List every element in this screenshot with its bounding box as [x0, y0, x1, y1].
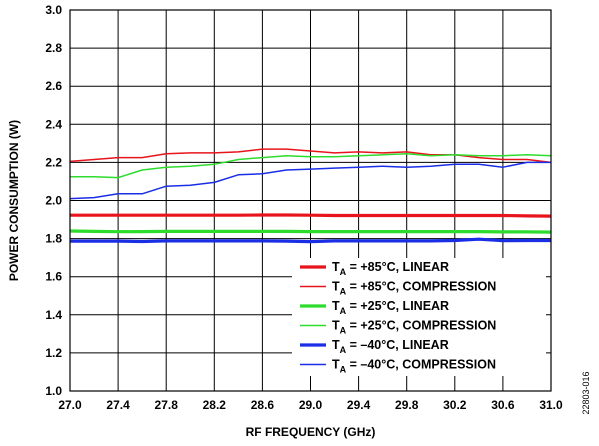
y-tick-label: 2.4 — [45, 117, 62, 131]
legend: TA = +85°C, LINEAR TA = +85°C, COMPRESSIO… — [292, 258, 546, 376]
series-layer — [69, 148, 552, 244]
y-tick-label: 2.0 — [45, 194, 62, 208]
plot-frame — [69, 9, 552, 392]
legend-label-2: TA = +25°C, LINEAR — [332, 299, 449, 316]
series-line-5 — [69, 161, 551, 200]
x-tick-label: 27.8 — [155, 398, 179, 412]
x-tick-label: 29.4 — [347, 398, 371, 412]
series-line-3 — [70, 153, 552, 179]
x-tick-label: 30.2 — [443, 398, 467, 412]
x-tick-label: 31.0 — [539, 398, 563, 412]
x-tick-label: 28.6 — [251, 398, 275, 412]
y-tick-label: 3.0 — [45, 3, 62, 17]
y-tick-label: 1.4 — [45, 308, 62, 322]
series-line-1 — [69, 148, 552, 164]
legend-label-1: TA = +85°C, COMPRESSION — [332, 280, 496, 297]
x-tick-label: 29.0 — [299, 398, 323, 412]
y-tick-label: 1.8 — [45, 232, 62, 246]
y-tick-label: 1.6 — [45, 270, 62, 284]
x-tick-label: 28.2 — [203, 398, 227, 412]
legend-background — [292, 258, 546, 376]
x-tick-label: 29.8 — [395, 398, 419, 412]
y-axis-title: POWER CONSUMPTION (W) — [7, 120, 21, 281]
y-tick-labels: 1.0 1.2 1.4 1.6 1.8 2.0 2.2 2.4 2.6 2.8 3.0 — [45, 3, 62, 398]
y-tick-label: 1.2 — [45, 346, 62, 360]
series-line-0 — [70, 213, 552, 218]
legend-label-3: TA = +25°C, COMPRESSION — [332, 319, 496, 336]
series-line-2 — [69, 229, 552, 234]
x-tick-label: 27.0 — [58, 398, 82, 412]
y-tick-label: 2.2 — [45, 155, 62, 169]
x-tick-label: 30.6 — [491, 398, 515, 412]
x-axis-title: RF FREQUENCY (GHz) — [246, 425, 376, 439]
y-tick-label: 2.6 — [45, 79, 62, 93]
figure-id: 22803-016 — [581, 371, 591, 414]
y-tick-label: 1.0 — [45, 384, 62, 398]
legend-label-4: TA = –40°C, LINEAR — [332, 338, 449, 355]
x-tick-label: 27.4 — [106, 398, 130, 412]
legend-label-0: TA = +85°C, LINEAR — [332, 260, 449, 277]
y-tick-label: 2.8 — [45, 41, 62, 55]
x-tick-labels: 27.0 27.4 27.8 28.2 28.6 29.0 29.4 29.8 30.2 30.6… — [58, 398, 563, 412]
legend-label-5: TA = –40°C, COMPRESSION — [332, 358, 496, 375]
series-line-4 — [70, 237, 551, 244]
